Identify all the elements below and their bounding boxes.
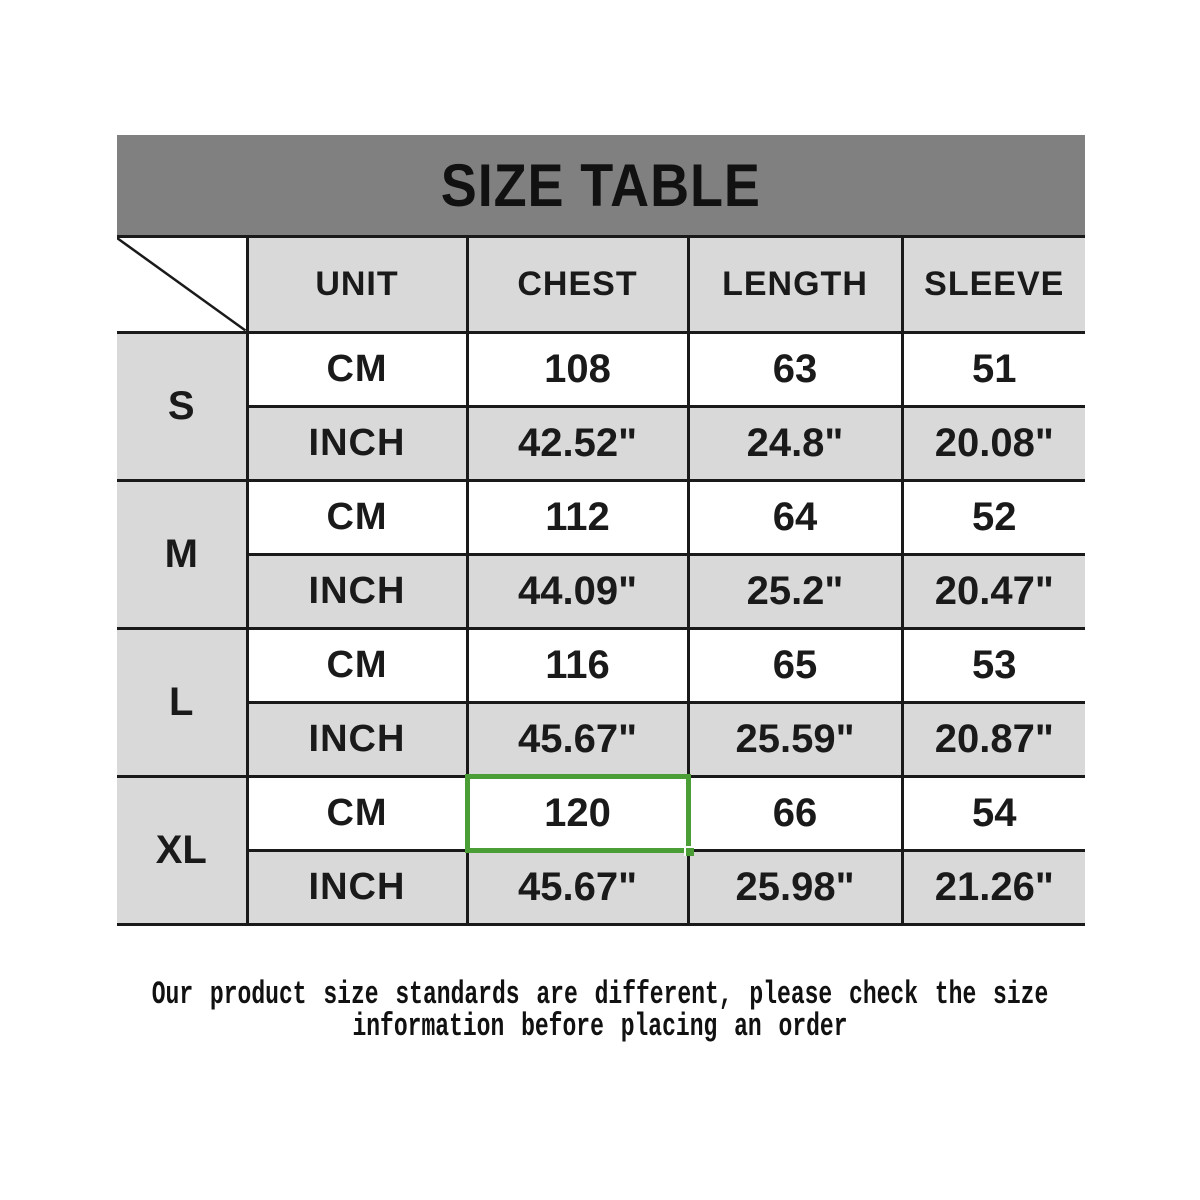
value-cell: 45.67" bbox=[465, 848, 690, 926]
column-header-sleeve: SLEEVE bbox=[900, 238, 1085, 334]
table-title-banner: SIZE TABLE bbox=[117, 135, 1085, 238]
column-header-unit: UNIT bbox=[245, 238, 469, 334]
value-cell: 25.2" bbox=[686, 552, 904, 630]
table-row: INCH 45.67" 25.59" 20.87" bbox=[117, 700, 1085, 778]
value-cell: 24.8" bbox=[686, 404, 904, 482]
size-label-l: L bbox=[117, 626, 249, 778]
size-label-m: M bbox=[117, 478, 249, 630]
value-cell: 108 bbox=[465, 330, 690, 408]
value-cell: 20.47" bbox=[900, 552, 1085, 630]
diagonal-header-cell bbox=[117, 238, 249, 334]
value-cell: 112 bbox=[465, 478, 690, 556]
table-row: INCH 44.09" 25.2" 20.47" bbox=[117, 552, 1085, 630]
value-cell: 54 bbox=[900, 774, 1085, 852]
unit-cell: INCH bbox=[247, 404, 469, 482]
size-table-container: SIZE TABLE UNIT CHEST LENGTH SLEEVE S CM… bbox=[117, 135, 1085, 926]
unit-cell: CM bbox=[245, 774, 469, 852]
table-row: INCH 42.52" 24.8" 20.08" bbox=[117, 404, 1085, 482]
table-row: S CM 108 63 51 bbox=[117, 330, 1085, 482]
value-cell: 53 bbox=[900, 626, 1085, 704]
table-title: SIZE TABLE bbox=[440, 151, 762, 219]
value-cell: 63 bbox=[686, 330, 904, 408]
unit-cell: INCH bbox=[247, 700, 469, 778]
column-header-chest: CHEST bbox=[465, 238, 690, 334]
value-cell: 52 bbox=[900, 478, 1085, 556]
size-note: Our product size standards are different… bbox=[151, 976, 1049, 1045]
value-cell: 25.59" bbox=[686, 700, 904, 778]
selected-value: 120 bbox=[544, 790, 611, 835]
table-row: XL CM 120 66 54 bbox=[117, 773, 1085, 926]
selected-value-cell: 120 bbox=[464, 773, 694, 856]
diagonal-line bbox=[117, 238, 246, 331]
unit-cell: INCH bbox=[247, 552, 469, 630]
column-header-length: LENGTH bbox=[686, 238, 904, 334]
value-cell: 65 bbox=[686, 626, 904, 704]
value-cell: 44.09" bbox=[465, 552, 690, 630]
unit-cell: INCH bbox=[247, 848, 469, 926]
size-label-s: S bbox=[117, 330, 249, 482]
value-cell: 21.26" bbox=[900, 848, 1085, 926]
header-row: UNIT CHEST LENGTH SLEEVE bbox=[117, 238, 1085, 334]
value-cell: 66 bbox=[686, 774, 904, 852]
value-cell: 20.87" bbox=[900, 700, 1085, 778]
size-table: UNIT CHEST LENGTH SLEEVE S CM 108 63 51 … bbox=[117, 238, 1085, 926]
unit-cell: CM bbox=[245, 330, 469, 408]
table-row: M CM 112 64 52 bbox=[117, 478, 1085, 630]
unit-cell: CM bbox=[245, 478, 469, 556]
value-cell: 45.67" bbox=[465, 700, 690, 778]
size-label-xl: XL bbox=[117, 774, 249, 926]
table-row: L CM 116 65 53 bbox=[117, 626, 1085, 778]
value-cell: 51 bbox=[900, 330, 1085, 408]
value-cell: 25.98" bbox=[686, 848, 904, 926]
value-cell: 64 bbox=[686, 478, 904, 556]
unit-cell: CM bbox=[245, 626, 469, 704]
value-cell: 42.52" bbox=[465, 404, 690, 482]
table-row: INCH 45.67" 25.98" 21.26" bbox=[117, 848, 1085, 926]
value-cell: 20.08" bbox=[900, 404, 1085, 482]
value-cell: 116 bbox=[465, 626, 690, 704]
